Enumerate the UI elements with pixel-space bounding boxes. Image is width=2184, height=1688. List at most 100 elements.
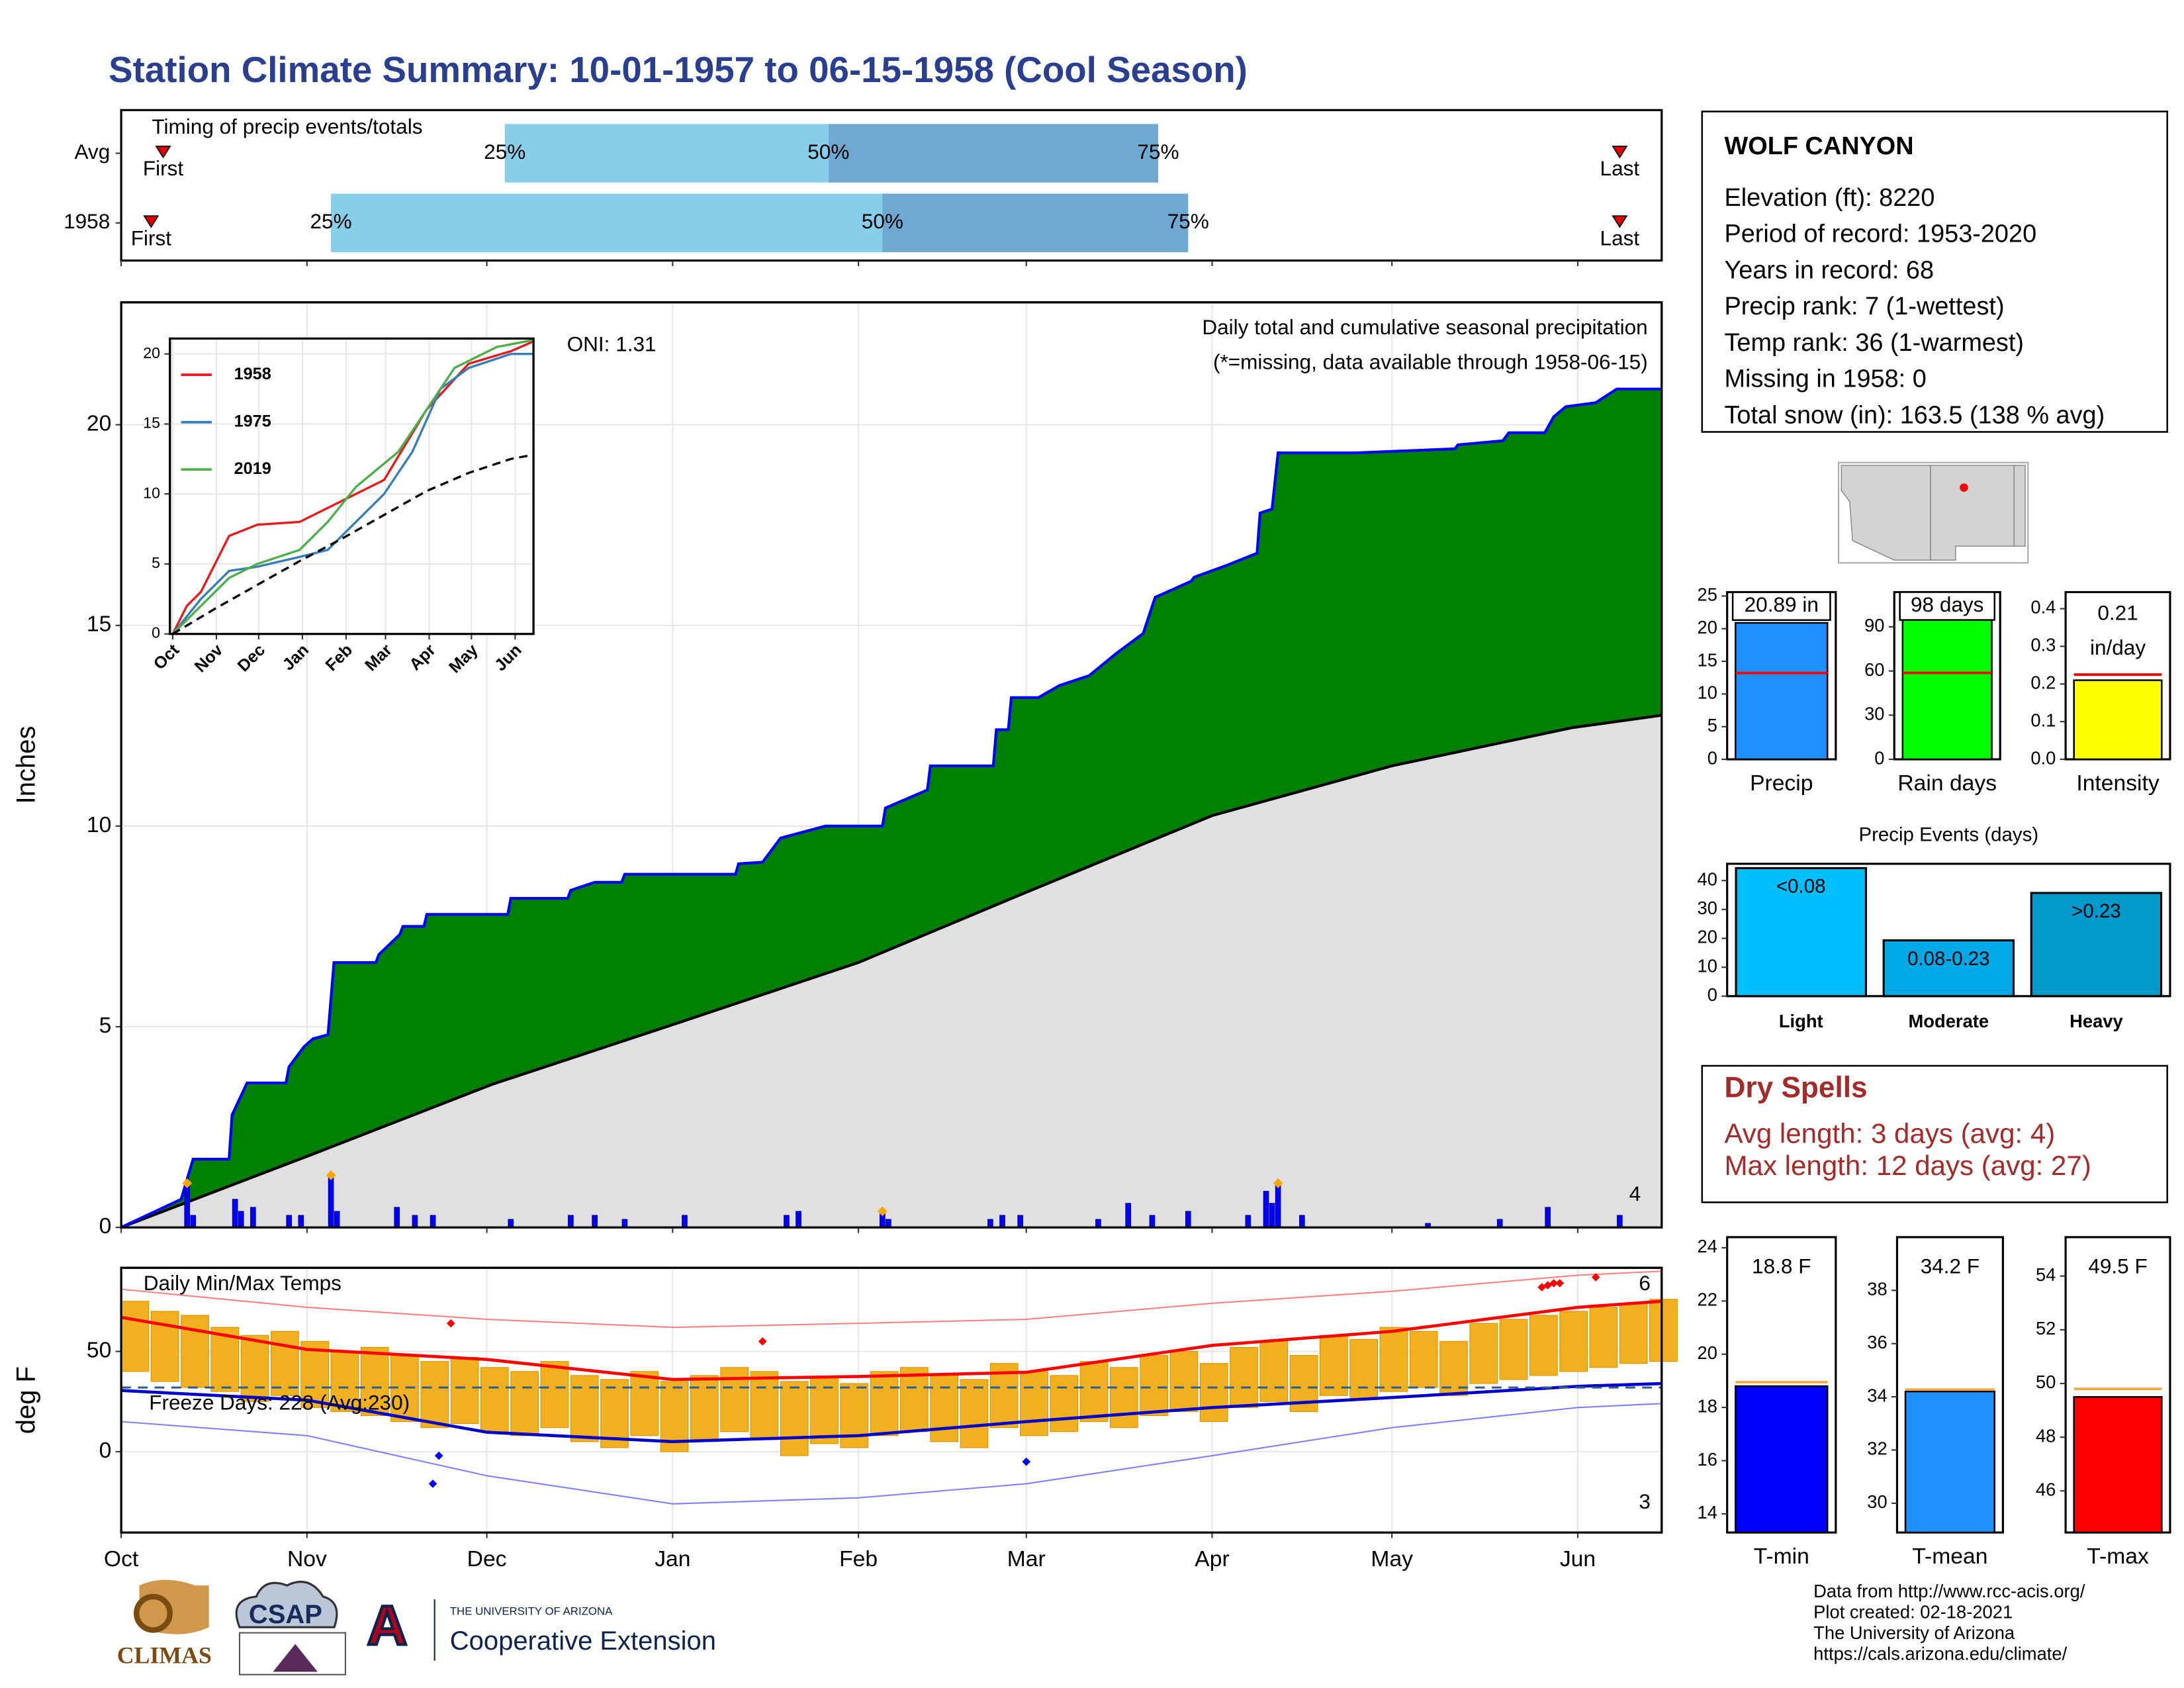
daily-precip-bar [286, 1215, 293, 1228]
y-tick-label: 46 [2036, 1479, 2056, 1499]
x-tick-label: Jan [655, 1547, 690, 1571]
y-tick-label: 0 [1707, 984, 1717, 1005]
map-state [1930, 465, 2015, 561]
ua-unit: Cooperative Extension [450, 1626, 716, 1656]
bar-category-label: Intensity [2076, 771, 2160, 796]
summary-bar [1901, 614, 1993, 761]
extreme-marker [877, 1206, 887, 1217]
y-axis-label: deg F [12, 1366, 41, 1434]
x-tick-label: Dec [467, 1547, 507, 1571]
y-tick-label: 16 [1698, 1449, 1717, 1470]
daily-temp-bar [1379, 1327, 1408, 1392]
x-tick-label: Moderate [1909, 1011, 1989, 1031]
y-tick-label: 25 [1698, 585, 1717, 605]
daily-precip-bar [394, 1207, 400, 1228]
y-tick-label: 20 [143, 344, 160, 361]
daily-precip-bar [1125, 1203, 1132, 1228]
bar-label: >0.23 [2071, 900, 2121, 922]
daily-temp-bar [1529, 1315, 1558, 1376]
dry-spells-line: Max length: 12 days (avg: 27) [1724, 1150, 2091, 1181]
dry-spells-title: Dry Spells [1724, 1072, 1867, 1104]
y-tick-label: 14 [1698, 1502, 1717, 1523]
temp-line [120, 1382, 1662, 1444]
daily-temp-bar [210, 1327, 240, 1392]
y-tick-label: 60 [1864, 659, 1884, 680]
y-tick-label: 0 [1707, 747, 1717, 768]
summary-bar [1904, 1390, 1996, 1534]
y-tick-label: 10 [1698, 682, 1717, 703]
daily-precip-bar [1185, 1211, 1191, 1228]
daily-temp-bar [930, 1375, 958, 1442]
daily-precip-bar [1017, 1215, 1023, 1228]
y-tick-label: 15 [87, 612, 111, 637]
marker-label: First [131, 226, 172, 250]
value-label: 34.2 F [1921, 1254, 1979, 1278]
daily-temp-bar [870, 1371, 899, 1436]
legend-label: 1975 [234, 412, 271, 430]
y-tick-label: 90 [1864, 615, 1884, 635]
y-axis-label: Inches [12, 726, 41, 804]
value-label: 98 days [1911, 592, 1984, 616]
y-tick-label: 30 [1864, 704, 1884, 724]
extreme-marker [182, 1178, 193, 1188]
extreme-marker [326, 1170, 336, 1180]
daily-temp-bar [899, 1367, 929, 1432]
daily-temp-bar [480, 1367, 509, 1432]
daily-precip-bar [1269, 1203, 1275, 1228]
panel-title: Precip Events (days) [1858, 824, 2038, 846]
daily-temp-bar [1169, 1351, 1199, 1412]
timing-marker [1612, 146, 1628, 159]
daily-precip-bar [190, 1215, 197, 1228]
value-label: 20.89 in [1745, 592, 1819, 616]
legend-label: 2019 [234, 459, 271, 478]
csap-frame [238, 1632, 346, 1675]
station-dot [1960, 483, 1968, 492]
y-tick-label: 0 [152, 624, 160, 641]
percentile-label: 50% [807, 140, 849, 164]
daily-temp-bar [271, 1331, 299, 1396]
daily-precip-bar [796, 1211, 801, 1228]
daily-precip-bar [1095, 1219, 1101, 1228]
x-tick-label: Jun [1560, 1547, 1596, 1571]
daily-temp-bar [750, 1371, 779, 1440]
csap-mountain [273, 1644, 318, 1672]
daily-temp-bar [360, 1346, 389, 1417]
daily-temp-bar [1499, 1319, 1528, 1380]
daily-temp-bar [330, 1351, 359, 1412]
daily-temp-bar [1050, 1375, 1079, 1432]
x-tick-label: Heavy [2070, 1011, 2123, 1031]
daily-precip-bar [1496, 1219, 1503, 1228]
y-tick-label: 0.2 [2030, 672, 2056, 692]
y-tick-label: 5 [152, 554, 160, 571]
percentile-label: 50% [862, 209, 903, 233]
daily-precip-bar [784, 1215, 790, 1228]
observed-line [120, 387, 1662, 1229]
y-tick-label: 38 [1867, 1279, 1887, 1299]
daily-precip-bar [682, 1215, 688, 1228]
extreme-marker [1273, 1178, 1283, 1188]
daily-precip-bar [430, 1215, 436, 1228]
station-line: Temp rank: 36 (1-warmest) [1724, 329, 2024, 357]
daily-temp-bar [1469, 1323, 1498, 1384]
daily-precip-bar [1263, 1191, 1269, 1228]
panel-title: Daily Min/Max Temps [144, 1271, 341, 1295]
y-tick-label: 0.1 [2030, 710, 2056, 730]
timing-bar [331, 193, 883, 252]
footer-line: Plot created: 02-18-2021 [1813, 1601, 2013, 1622]
y-tick-label: 0.3 [2030, 635, 2056, 655]
daily-temp-bar [510, 1371, 539, 1436]
summary-bar [2073, 679, 2163, 761]
y-tick-label: 50 [2036, 1372, 2056, 1392]
y-tick-label: 34 [1867, 1385, 1887, 1405]
bar-category-label: T-max [2087, 1544, 2149, 1569]
value-unit: in/day [2090, 635, 2146, 659]
logos: CLIMAS CSAP A THE UNIVERSITY OF ARIZONA … [117, 1579, 716, 1675]
timing-bar [828, 124, 1158, 183]
y-tick-label: 20 [1698, 617, 1717, 637]
timing-marker [155, 146, 171, 159]
percentile-label: 25% [310, 209, 352, 233]
bar-category-label: T-min [1754, 1544, 1809, 1569]
daily-temp-bar [450, 1357, 479, 1425]
csap-cloud [235, 1580, 338, 1628]
timing-marker [1612, 215, 1628, 228]
